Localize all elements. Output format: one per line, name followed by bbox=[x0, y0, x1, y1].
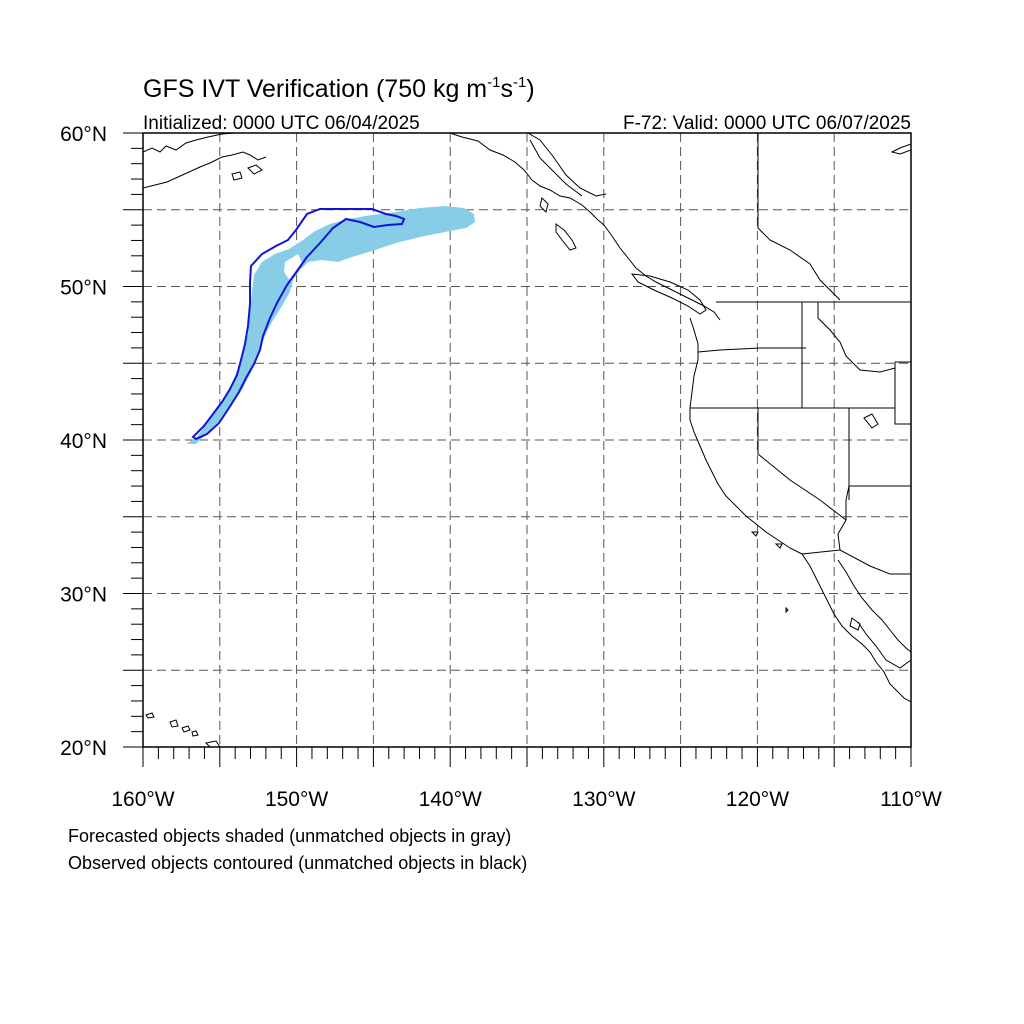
initialized-time: Initialized: 0000 UTC 06/04/2025 bbox=[143, 113, 420, 134]
lat-label: 20°N bbox=[60, 737, 107, 760]
lat-label: 40°N bbox=[60, 430, 107, 453]
forecast-note: Forecasted objects shaded (unmatched obj… bbox=[68, 826, 512, 846]
axis-ticks bbox=[123, 132, 912, 767]
lon-label: 130°W bbox=[572, 788, 635, 811]
latitude-labels: 60°N 50°N 40°N 30°N 20°N bbox=[60, 123, 107, 760]
forecast-gap bbox=[284, 254, 302, 282]
lon-label: 150°W bbox=[265, 788, 328, 811]
political-borders bbox=[529, 133, 911, 575]
lon-label: 110°W bbox=[880, 788, 942, 811]
observed-note: Observed objects contoured (unmatched ob… bbox=[68, 853, 528, 873]
map-title: GFS IVT Verification (750 kg m-1s-1) bbox=[143, 74, 535, 103]
lat-label: 50°N bbox=[60, 277, 107, 300]
observed-ivt-contour bbox=[191, 208, 406, 441]
longitude-labels: 160°W 150°W 140°W 130°W 120°W 110°W bbox=[111, 788, 942, 811]
lat-label: 60°N bbox=[60, 123, 107, 146]
graticule bbox=[143, 133, 911, 747]
coastline bbox=[143, 133, 911, 747]
lon-label: 140°W bbox=[419, 788, 482, 811]
lon-label: 160°W bbox=[111, 788, 174, 811]
forecast-ivt-object bbox=[186, 206, 475, 444]
lon-label: 120°W bbox=[726, 788, 789, 811]
valid-time: F-72: Valid: 0000 UTC 06/07/2025 bbox=[623, 113, 911, 134]
lat-label: 30°N bbox=[60, 584, 107, 607]
